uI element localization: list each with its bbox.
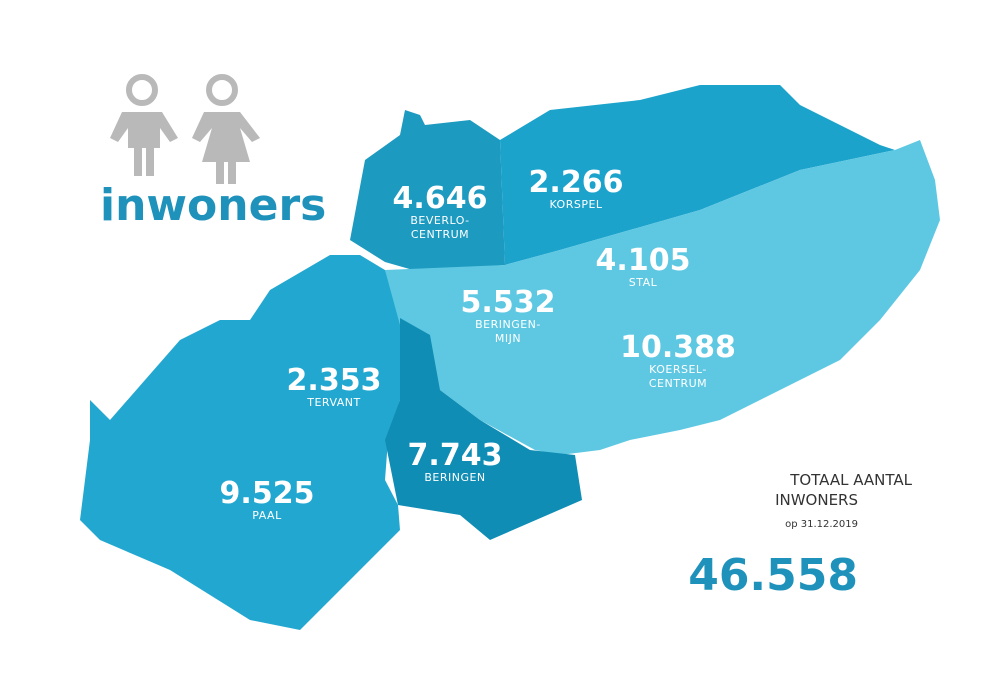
title: inwoners bbox=[100, 180, 326, 231]
region-value: 7.743 bbox=[408, 438, 503, 473]
region-name: BERINGEN- bbox=[475, 318, 541, 331]
region-korspel bbox=[500, 85, 895, 265]
region-koersel-stal bbox=[385, 140, 940, 455]
total-value: 46.558 bbox=[688, 550, 858, 601]
region-beringen bbox=[385, 318, 582, 540]
region-paal-tervant bbox=[80, 255, 435, 630]
region-value: 4.105 bbox=[596, 243, 691, 278]
total-date: op 31.12.2019 bbox=[785, 519, 858, 530]
region-name: TERVANT bbox=[306, 396, 361, 409]
region-name: PAAL bbox=[252, 509, 282, 522]
region-value: 10.388 bbox=[620, 330, 736, 365]
region-name: BERINGEN bbox=[424, 471, 485, 484]
region-value: 9.525 bbox=[220, 476, 315, 511]
region-name: STAL bbox=[629, 276, 658, 289]
region-beverlo bbox=[350, 110, 505, 272]
total-label: INWONERS bbox=[775, 491, 858, 509]
region-name: KORSPEL bbox=[549, 198, 602, 211]
total-label: TOTAAL AANTAL bbox=[789, 471, 912, 489]
region-name: BEVERLO- bbox=[410, 214, 469, 227]
region-value: 5.532 bbox=[461, 285, 556, 320]
region-name: MIJN bbox=[495, 332, 521, 345]
region-value: 4.646 bbox=[393, 181, 488, 216]
region-name: CENTRUM bbox=[411, 228, 469, 241]
region-name: CENTRUM bbox=[649, 377, 707, 390]
region-name: KOERSEL- bbox=[649, 363, 707, 376]
people-icon bbox=[110, 74, 260, 184]
region-value: 2.353 bbox=[287, 363, 382, 398]
region-value: 2.266 bbox=[529, 165, 624, 200]
